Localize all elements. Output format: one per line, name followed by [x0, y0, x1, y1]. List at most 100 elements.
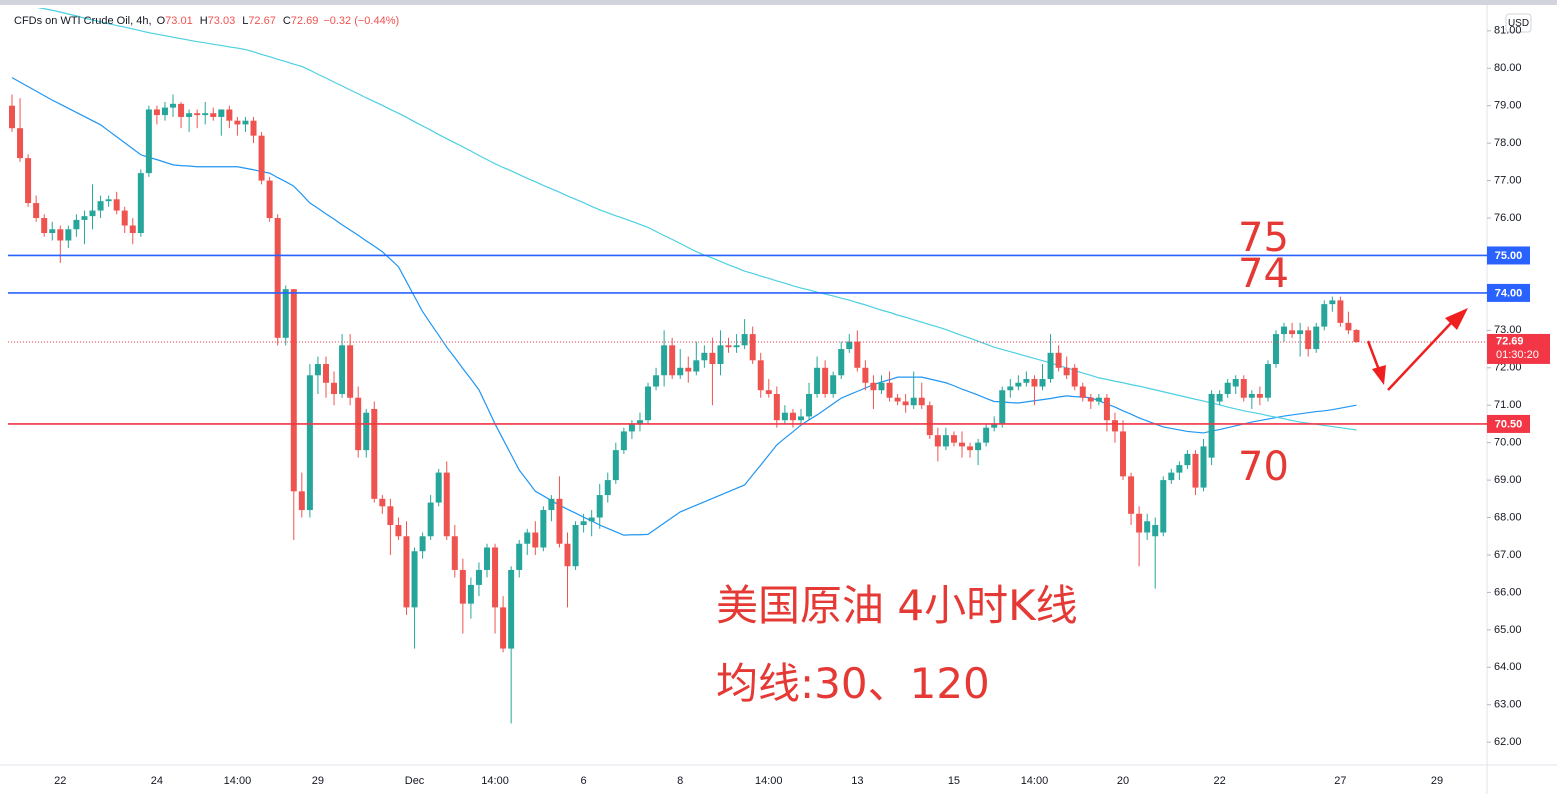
candle-body [532, 532, 539, 548]
x-tick-label: 29 [1431, 775, 1443, 787]
candle-body [443, 472, 450, 537]
candle-body [65, 229, 72, 241]
candle-body [781, 412, 788, 421]
candle-body [1297, 330, 1304, 335]
candle-body [1176, 465, 1183, 473]
arrow-head [1372, 365, 1386, 385]
candle-body [797, 416, 804, 421]
moving-average-line [11, 77, 1357, 536]
candle-body [33, 203, 40, 219]
candle-body [121, 210, 128, 226]
x-tick-label: 29 [312, 775, 324, 787]
y-tick-label: 81.00 [1494, 25, 1522, 37]
ohlc-key: H [199, 15, 208, 27]
candle-body [258, 135, 265, 181]
candle-body [403, 536, 410, 608]
candle-body [1321, 304, 1328, 327]
candle-body [218, 109, 225, 117]
candle-body [89, 210, 96, 217]
candle-body [484, 547, 490, 570]
level-price-box [1487, 283, 1530, 302]
candle-body [838, 349, 845, 376]
x-tick-label: 22 [1214, 775, 1226, 787]
x-tick-label: 15 [948, 775, 960, 787]
candle-body [1184, 453, 1191, 466]
moving-average-line [36, 8, 1357, 431]
y-tick-label: 78.00 [1494, 137, 1522, 149]
ohlc-value: 73.03 [207, 15, 236, 27]
candle-body [347, 345, 354, 398]
y-tick-label: 80.00 [1494, 62, 1522, 74]
candle-body [822, 367, 829, 394]
candle-body [1007, 386, 1014, 391]
candle-body [1079, 386, 1086, 398]
candle-body [137, 173, 144, 234]
candle-body [942, 435, 949, 447]
candle-body [1313, 326, 1320, 350]
candle-body [677, 367, 684, 376]
candle-body [870, 382, 877, 391]
candle-body [918, 397, 925, 406]
y-tick-label: 77.00 [1494, 174, 1522, 186]
x-tick-label: 13 [851, 775, 863, 787]
candle-body [9, 105, 15, 129]
candle-body [1111, 420, 1118, 432]
candle-body [97, 201, 104, 211]
candle-body [628, 423, 635, 432]
arrow-head [1445, 308, 1468, 330]
candle-body [636, 420, 643, 424]
candle-body [1152, 525, 1159, 537]
plot-area [9, 8, 1360, 724]
candle-body [830, 375, 837, 394]
candle-body [129, 225, 136, 234]
level-price-box [1487, 414, 1530, 433]
currency-box[interactable] [1505, 13, 1532, 33]
candle-body [717, 345, 724, 365]
candle-body [1023, 379, 1030, 383]
candle-body [516, 543, 523, 570]
candle-body [1063, 367, 1070, 376]
annotation: 美国原油 4小时K线 [716, 581, 1078, 630]
candle-body [733, 345, 740, 348]
candle-body [194, 113, 201, 116]
candle-body [725, 345, 732, 348]
candle-body [419, 536, 426, 552]
candle-body [1329, 300, 1336, 305]
candle-body [604, 480, 611, 496]
candle-body [1095, 397, 1102, 402]
candle-body [540, 510, 547, 548]
y-tick-label: 70.00 [1494, 437, 1522, 449]
candle-body [1200, 446, 1207, 488]
x-tick-label: 14:00 [1021, 775, 1049, 787]
candle-body [556, 498, 563, 544]
ohlc-value: 72.69 [290, 15, 319, 27]
candle-body [186, 113, 193, 117]
x-tick-label: 24 [151, 775, 163, 787]
candle-body [959, 442, 965, 447]
candle-body [1031, 379, 1038, 387]
candle-body [387, 506, 394, 526]
candle-body [1240, 379, 1247, 398]
candle-body [242, 120, 249, 125]
candle-body [1071, 367, 1078, 387]
level-price-label: 74.00 [1495, 287, 1523, 299]
candle-body [983, 427, 990, 443]
ohlc-key: O [156, 15, 166, 27]
candle-body [846, 341, 853, 350]
candle-body [73, 219, 80, 230]
candle-body [1047, 352, 1054, 380]
candle-body [467, 584, 474, 604]
annotation: 70 [1238, 444, 1289, 490]
candle-body [274, 218, 281, 338]
candle-body [975, 442, 982, 451]
candle-body [765, 390, 772, 394]
candle-body [749, 334, 756, 361]
y-tick-label: 64.00 [1494, 661, 1522, 673]
candle-body [596, 495, 603, 518]
candle-body [814, 367, 821, 394]
x-tick-label: 8 [677, 775, 683, 787]
candle-body [741, 334, 748, 346]
currency: USD [1508, 18, 1529, 29]
